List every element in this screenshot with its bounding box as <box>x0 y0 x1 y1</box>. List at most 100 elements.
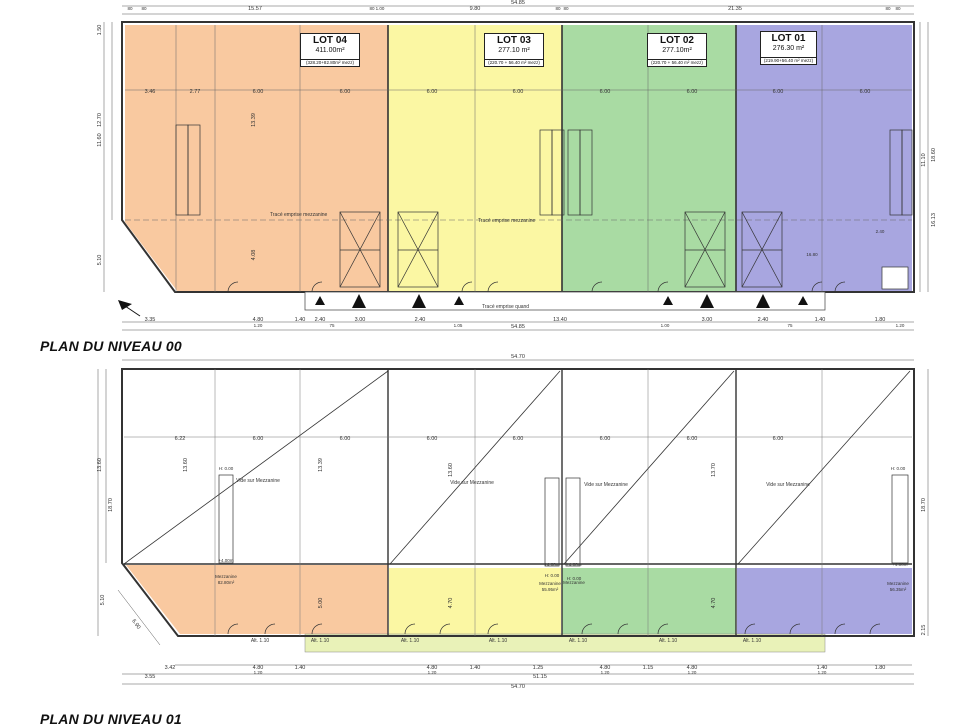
dimension-label: 6.00 <box>860 89 871 95</box>
plan-level-01-title: PLAN DU NIVEAU 01 <box>40 711 182 727</box>
lot01-title: LOT 01 <box>771 33 806 44</box>
dimension-label: 18.70 <box>921 498 927 512</box>
dimension-label: 1.20 <box>818 670 827 675</box>
lot04-area <box>125 25 388 292</box>
void-label: Vide sur Mezzanine <box>584 482 628 488</box>
dimension-label: 13.60 <box>183 458 189 472</box>
dimension-label: 4.70 <box>448 598 454 609</box>
dimension-label: 1.20 <box>688 670 697 675</box>
plan-level-00-title: PLAN DU NIVEAU 00 <box>40 338 182 354</box>
lot02-area-text: 277.10m² <box>662 47 692 54</box>
dimension-label: 4.70 <box>711 598 717 609</box>
dimension-label: 1.80 <box>875 317 886 323</box>
dimension-label: 1.40 <box>295 317 306 323</box>
lot03-title: LOT 03 <box>497 35 531 46</box>
dimension-label: 1.20 <box>254 323 263 328</box>
dimension-label: 16.13 <box>931 213 937 227</box>
dimension-texts-01: 54.70 6.22 6.00 6.00 6.00 6.00 6.00 6.00 6.00 Vid… <box>97 354 927 690</box>
dimension-label: 6.00 <box>687 89 698 95</box>
dimension-label: 3.35 <box>145 317 156 323</box>
lot03-detail: (220.70 + 56.40 m² mezz) <box>485 59 543 66</box>
mezz-lot04-area <box>126 565 388 634</box>
lot04-detail: (328.20+82.80m² mezz) <box>301 59 359 66</box>
mezz-elevation: +4.00m <box>566 562 581 567</box>
mezz-name: Mezzanine <box>563 580 585 585</box>
dimension-label: 13.60 <box>97 458 103 472</box>
dimension-label: 1.50 <box>97 25 103 36</box>
mezz-name: Mezzanine <box>887 581 909 586</box>
quay-outline-label: Tracé emprise quand <box>482 304 529 310</box>
lot02-label: LOT 02 277.10m² (220.70 + 56.40 m² mezz) <box>647 33 707 67</box>
lot04-area-text: 411.00m² <box>315 47 345 54</box>
dimension-label: 54.85 <box>511 0 525 6</box>
alt-label: Alt. 1.10 <box>569 638 588 644</box>
dimension-label: 6.00 <box>427 89 438 95</box>
dimension-label: 5.10 <box>100 595 106 606</box>
door-swings-01 <box>227 623 881 635</box>
mezz-name: Mezzanine <box>215 574 237 579</box>
dimension-label: 3.00 <box>355 317 366 323</box>
dimension-label: 9.80 <box>470 6 481 12</box>
dimension-label: 75 <box>787 323 793 328</box>
dimension-label: 80 <box>127 6 133 11</box>
lot01-area-text: 276.30 m² <box>772 45 805 52</box>
stair-lot03 <box>539 129 565 216</box>
dimension-label: 6.00 <box>687 436 698 442</box>
door-swings-00 <box>227 281 846 293</box>
dimension-label: 6.00 <box>340 89 351 95</box>
dimension-lines-01 <box>97 359 929 685</box>
void-label: Vide sur Mezzanine <box>450 480 494 486</box>
dimension-label: 1.15 <box>643 665 654 671</box>
dimension-label: 13.39 <box>251 113 257 127</box>
dimension-label: 3.46 <box>145 89 156 95</box>
dimension-label: 1.20 <box>601 670 610 675</box>
mezz-lot02-area <box>562 568 736 634</box>
dimension-label: 80 <box>369 6 375 11</box>
dimension-label: 1.20 <box>428 670 437 675</box>
dimension-label: 75 <box>329 323 335 328</box>
dimension-label: 5.10 <box>97 255 103 266</box>
dimension-label: 1.20 <box>254 670 263 675</box>
mezz-level-tag: H: 0.00 <box>219 466 234 471</box>
building-outline-01 <box>121 368 915 637</box>
dimension-label: 4.80 <box>687 665 698 671</box>
lot01-label: LOT 01 276.30 m² (219.90+56.40 m² mezz) <box>760 31 817 65</box>
dimension-label: 15.57 <box>248 6 262 12</box>
dimension-label: 80 <box>141 6 147 11</box>
mezz-level-tag: H: 0.00 <box>891 466 906 471</box>
dimension-label: 2.15 <box>921 625 927 636</box>
mezz-lot01-area <box>737 568 912 634</box>
dimension-label: 6.00 <box>600 436 611 442</box>
mezz-level-tag: H: 0.00 <box>567 576 582 581</box>
dimension-label: 6.00 <box>427 436 438 442</box>
quay-strip <box>304 633 826 653</box>
dimension-label: 6.00 <box>773 89 784 95</box>
mezz-outline-label: Tracé emprise mezzanine <box>270 212 328 218</box>
alt-label: Alt. 1.10 <box>251 638 270 644</box>
dimension-label: 6.00 <box>600 89 611 95</box>
dimension-label: 1.40 <box>470 665 481 671</box>
dimension-label: 1.05 <box>454 323 463 328</box>
dimension-label: 6.90 <box>130 618 141 630</box>
mezz-elevation: +4.00m <box>218 558 233 563</box>
alt-label: Alt. 1.10 <box>659 638 678 644</box>
stair-lot01 <box>889 129 913 216</box>
stairs-01 <box>218 474 909 567</box>
dimension-label: 6.22 <box>175 436 186 442</box>
void-diagonals <box>123 370 911 565</box>
lot02-title: LOT 02 <box>660 35 694 46</box>
dimension-label: 13.70 <box>711 463 717 477</box>
dimension-label: 80 <box>895 6 901 11</box>
dimension-label: 6.00 <box>253 89 264 95</box>
mezz-area: 56.35m² <box>890 587 907 592</box>
mezz-level-tag: H: 0.00 <box>545 573 560 578</box>
lot02-area <box>562 25 736 292</box>
lot01-detail: (219.90+56.40 m² mezz) <box>761 57 816 64</box>
dimension-label: 6.00 <box>340 436 351 442</box>
dimension-label: 4.80 <box>427 665 438 671</box>
dimension-label: 6.00 <box>253 436 264 442</box>
dimension-label: 2.40 <box>758 317 769 323</box>
dimension-label: 54.70 <box>511 354 525 360</box>
